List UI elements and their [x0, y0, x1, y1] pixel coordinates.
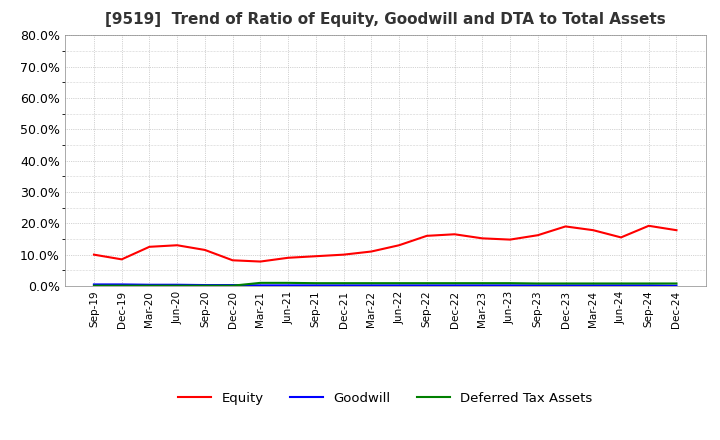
Deferred Tax Assets: [672, 281, 681, 286]
Equity: [117, 257, 126, 262]
Goodwill: [589, 283, 598, 288]
Goodwill: [534, 283, 542, 288]
Goodwill: [89, 282, 98, 287]
Goodwill: [312, 283, 320, 288]
Title: [9519]  Trend of Ratio of Equity, Goodwill and DTA to Total Assets: [9519] Trend of Ratio of Equity, Goodwil…: [105, 12, 665, 27]
Equity: [505, 237, 514, 242]
Equity: [312, 253, 320, 259]
Equity: [284, 255, 292, 260]
Goodwill: [339, 283, 348, 288]
Line: Deferred Tax Assets: Deferred Tax Assets: [94, 283, 677, 286]
Deferred Tax Assets: [589, 281, 598, 286]
Equity: [89, 252, 98, 257]
Goodwill: [616, 283, 625, 288]
Equity: [256, 259, 265, 264]
Deferred Tax Assets: [505, 281, 514, 286]
Deferred Tax Assets: [201, 283, 210, 288]
Deferred Tax Assets: [339, 281, 348, 286]
Deferred Tax Assets: [534, 281, 542, 286]
Deferred Tax Assets: [616, 281, 625, 286]
Goodwill: [505, 283, 514, 288]
Goodwill: [256, 283, 265, 288]
Goodwill: [173, 282, 181, 287]
Line: Goodwill: Goodwill: [94, 284, 677, 286]
Deferred Tax Assets: [228, 283, 237, 288]
Deferred Tax Assets: [423, 281, 431, 286]
Equity: [145, 244, 154, 249]
Goodwill: [644, 283, 653, 288]
Goodwill: [672, 283, 681, 288]
Equity: [367, 249, 376, 254]
Deferred Tax Assets: [173, 283, 181, 288]
Goodwill: [117, 282, 126, 287]
Equity: [534, 233, 542, 238]
Deferred Tax Assets: [89, 283, 98, 288]
Equity: [616, 235, 625, 240]
Deferred Tax Assets: [117, 283, 126, 288]
Equity: [395, 242, 403, 248]
Goodwill: [561, 283, 570, 288]
Deferred Tax Assets: [284, 280, 292, 286]
Deferred Tax Assets: [367, 281, 376, 286]
Equity: [644, 223, 653, 228]
Goodwill: [284, 283, 292, 288]
Goodwill: [395, 283, 403, 288]
Equity: [228, 258, 237, 263]
Equity: [201, 247, 210, 253]
Equity: [450, 231, 459, 237]
Goodwill: [201, 282, 210, 288]
Legend: Equity, Goodwill, Deferred Tax Assets: Equity, Goodwill, Deferred Tax Assets: [173, 386, 598, 410]
Equity: [478, 236, 487, 241]
Deferred Tax Assets: [312, 281, 320, 286]
Deferred Tax Assets: [145, 283, 154, 288]
Equity: [339, 252, 348, 257]
Line: Equity: Equity: [94, 226, 677, 261]
Deferred Tax Assets: [256, 280, 265, 286]
Deferred Tax Assets: [561, 281, 570, 286]
Equity: [561, 224, 570, 229]
Deferred Tax Assets: [450, 281, 459, 286]
Goodwill: [228, 282, 237, 288]
Equity: [589, 227, 598, 233]
Deferred Tax Assets: [395, 281, 403, 286]
Equity: [173, 242, 181, 248]
Goodwill: [423, 283, 431, 288]
Goodwill: [367, 283, 376, 288]
Goodwill: [450, 283, 459, 288]
Goodwill: [145, 282, 154, 287]
Deferred Tax Assets: [478, 281, 487, 286]
Goodwill: [478, 283, 487, 288]
Equity: [423, 233, 431, 238]
Equity: [672, 227, 681, 233]
Deferred Tax Assets: [644, 281, 653, 286]
